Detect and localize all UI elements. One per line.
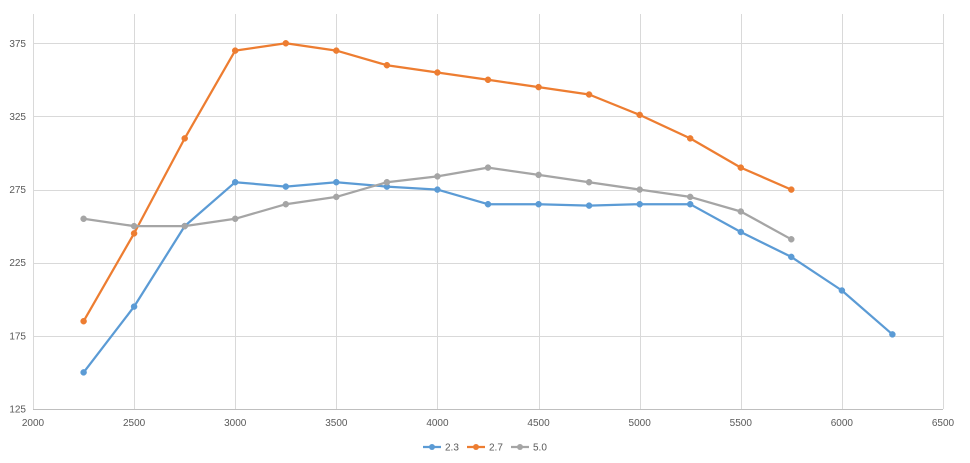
series-line <box>82 181 894 374</box>
legend-label: 5.0 <box>533 443 547 454</box>
data-point <box>434 186 441 193</box>
y-tick-label: 225 <box>9 258 26 269</box>
data-point <box>636 111 643 119</box>
data-point <box>80 215 87 223</box>
data-point <box>282 40 290 47</box>
data-point <box>181 135 188 142</box>
data-point <box>333 178 340 186</box>
data-point <box>838 287 846 294</box>
legend-label: 2.7 <box>489 443 503 454</box>
data-point <box>686 193 694 201</box>
x-tick-label: 2500 <box>123 418 146 429</box>
data-point <box>333 47 340 54</box>
y-tick-label: 325 <box>9 112 26 123</box>
data-point <box>535 83 542 91</box>
data-point <box>737 164 745 171</box>
y-tick-label: 125 <box>9 405 26 416</box>
data-point <box>737 228 745 236</box>
data-point <box>686 200 694 208</box>
data-point <box>282 200 290 208</box>
data-point <box>80 317 87 325</box>
series-2-3 <box>80 178 896 376</box>
data-point <box>686 135 694 142</box>
axes: 2000 2500 3000 3500 4000 4500 5000 5500 6000 6500… <box>9 39 954 429</box>
series-layer <box>80 40 896 376</box>
legend-swatch-marker <box>517 444 523 450</box>
data-point <box>585 202 593 209</box>
x-tick-label: 6500 <box>932 418 955 429</box>
data-point <box>535 171 542 179</box>
x-tick-label: 5000 <box>629 418 652 429</box>
x-tick-label: 6000 <box>831 418 854 429</box>
data-point <box>434 173 441 180</box>
y-tick-label: 275 <box>9 185 26 196</box>
data-point <box>585 91 593 98</box>
x-tick-label: 3500 <box>325 418 348 429</box>
data-point <box>80 369 87 376</box>
data-point <box>333 193 340 201</box>
data-point <box>130 222 138 230</box>
data-point <box>231 215 239 223</box>
x-tick-label: 3000 <box>224 418 247 429</box>
x-tick-label: 4000 <box>426 418 449 429</box>
legend-swatch-marker <box>473 444 479 450</box>
data-point <box>484 76 492 84</box>
x-tick-label: 5500 <box>730 418 753 429</box>
data-point <box>383 61 391 69</box>
data-point <box>788 236 795 243</box>
data-point <box>434 69 441 76</box>
legend-item: 2.3 <box>423 443 459 454</box>
grid-lines <box>33 14 944 410</box>
data-point <box>636 186 643 193</box>
y-tick-label: 375 <box>9 39 26 50</box>
data-point <box>484 164 492 171</box>
data-point <box>383 178 391 186</box>
data-point <box>788 186 795 193</box>
legend-item: 5.0 <box>511 443 547 454</box>
data-point <box>889 331 896 338</box>
data-point <box>636 200 643 208</box>
data-point <box>130 303 138 310</box>
series-2-7 <box>80 40 795 325</box>
data-point <box>535 200 542 208</box>
data-point <box>181 222 188 230</box>
data-point <box>231 178 239 186</box>
legend-item: 2.7 <box>467 443 503 454</box>
data-point <box>282 183 290 190</box>
y-tick-label: 175 <box>9 331 26 342</box>
legend: 2.3 2.7 5.0 <box>423 443 547 454</box>
data-point <box>231 47 239 54</box>
legend-label: 2.3 <box>445 443 459 454</box>
legend-swatch-marker <box>429 444 435 450</box>
data-point <box>737 208 745 215</box>
data-point <box>585 178 593 186</box>
series-5-0 <box>80 164 795 243</box>
data-point <box>788 253 795 261</box>
x-tick-label: 4500 <box>527 418 550 429</box>
data-point <box>130 230 138 237</box>
data-point <box>484 200 492 208</box>
x-tick-label: 2000 <box>22 418 45 429</box>
